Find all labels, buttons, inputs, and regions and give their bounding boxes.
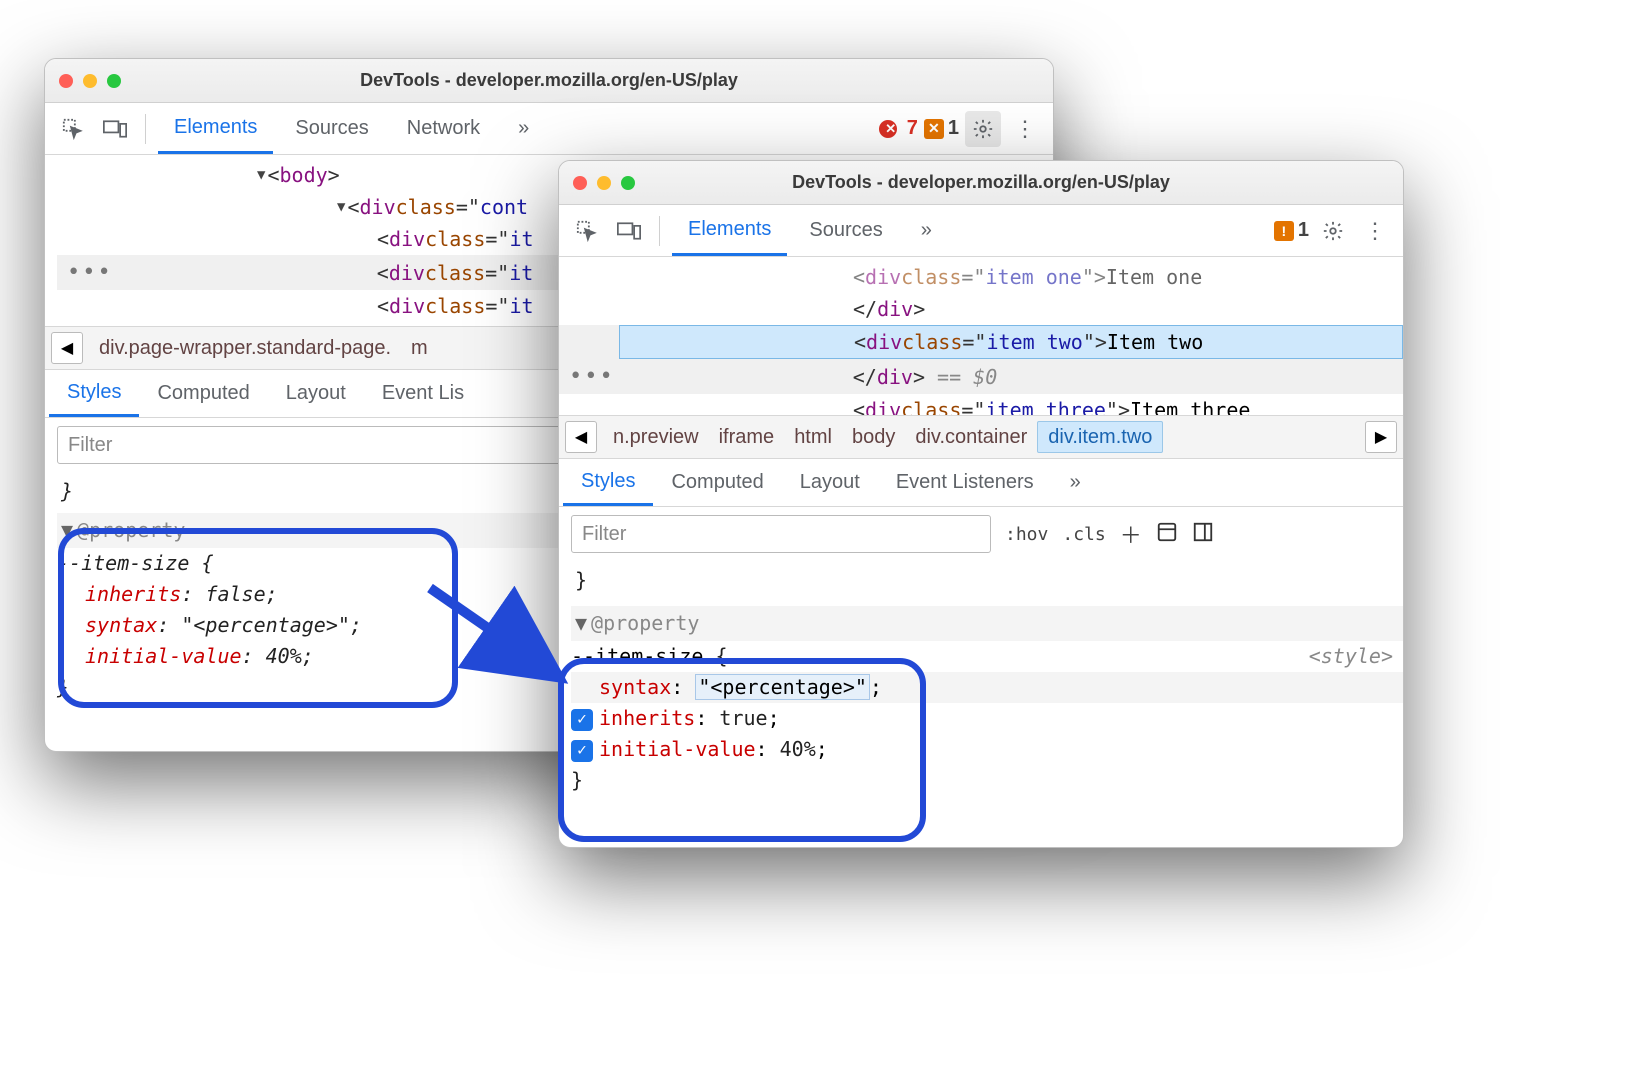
window-title: DevTools - developer.mozilla.org/en-US/p… <box>559 172 1403 193</box>
dom-tree[interactable]: <div class="item one">Item one </div> <d… <box>559 257 1403 415</box>
tabs-overflow[interactable]: » <box>502 105 545 152</box>
devtools-window-2: DevTools - developer.mozilla.org/en-US/p… <box>558 160 1404 848</box>
compute-icon[interactable] <box>1156 521 1178 548</box>
breadcrumb-left-icon[interactable]: ◀ <box>565 421 597 453</box>
styles-pane[interactable]: } ▼@property <style>--item-size { syntax… <box>559 561 1403 806</box>
subtab-layout[interactable]: Layout <box>268 372 364 415</box>
styles-subtabs: Styles Computed Layout Event Listeners » <box>559 459 1403 507</box>
property-name: --item-size <box>57 551 189 575</box>
breadcrumb-right-icon[interactable]: ▶ <box>1365 421 1397 453</box>
subtab-events[interactable]: Event Listeners <box>878 461 1052 504</box>
tab-elements[interactable]: Elements <box>158 104 273 154</box>
kebab-icon[interactable]: ⋮ <box>1357 213 1393 249</box>
checkbox-icon[interactable]: ✓ <box>571 709 593 731</box>
inspect-icon[interactable] <box>569 213 605 249</box>
at-rule: @property <box>77 518 185 542</box>
tab-elements[interactable]: Elements <box>672 206 787 256</box>
filter-bar: :hov .cls ＋ <box>559 507 1403 561</box>
ellipsis-icon[interactable]: ••• <box>559 359 625 394</box>
ellipsis-icon[interactable]: ••• <box>57 255 123 290</box>
at-rule: @property <box>591 611 699 635</box>
device-icon[interactable] <box>611 213 647 249</box>
tab-network[interactable]: Network <box>391 105 496 152</box>
titlebar: DevTools - developer.mozilla.org/en-US/p… <box>559 161 1403 205</box>
warning-badge[interactable]: !1 <box>1274 219 1309 242</box>
filter-input[interactable] <box>571 515 991 553</box>
subtab-computed[interactable]: Computed <box>653 461 781 504</box>
new-rule-icon[interactable]: ＋ <box>1120 518 1142 550</box>
kebab-icon[interactable]: ⋮ <box>1007 111 1043 147</box>
subtabs-overflow[interactable]: » <box>1052 461 1099 504</box>
main-toolbar: Elements Sources » !1 ⋮ <box>559 205 1403 257</box>
subtab-layout[interactable]: Layout <box>782 461 878 504</box>
titlebar: DevTools - developer.mozilla.org/en-US/p… <box>45 59 1053 103</box>
breadcrumb-item[interactable]: div.container <box>905 426 1037 449</box>
error-badge[interactable]: ✕7 <box>879 117 918 140</box>
breadcrumb-item-selected[interactable]: div.item.two <box>1037 421 1163 453</box>
subtab-styles[interactable]: Styles <box>563 460 653 506</box>
breadcrumb-item[interactable]: html <box>784 426 842 449</box>
main-toolbar: Elements Sources Network » ✕7 ✕1 ⋮ <box>45 103 1053 155</box>
settings-icon[interactable] <box>1315 213 1351 249</box>
settings-icon[interactable] <box>965 111 1001 147</box>
breadcrumb-item[interactable]: body <box>842 426 905 449</box>
device-icon[interactable] <box>97 111 133 147</box>
subtab-computed[interactable]: Computed <box>139 372 267 415</box>
breadcrumb-item[interactable]: div.page-wrapper.standard-page. <box>89 337 401 360</box>
checkbox-icon[interactable]: ✓ <box>571 740 593 762</box>
sidebar-icon[interactable] <box>1192 521 1214 548</box>
breadcrumb-item[interactable]: iframe <box>709 426 785 449</box>
tab-sources[interactable]: Sources <box>793 207 898 254</box>
breadcrumb[interactable]: ◀ n.preview iframe html body div.contain… <box>559 415 1403 459</box>
hov-toggle[interactable]: :hov <box>1005 524 1048 545</box>
subtab-events[interactable]: Event Lis <box>364 372 482 415</box>
property-name: --item-size <box>571 644 703 668</box>
tabs-overflow[interactable]: » <box>905 207 948 254</box>
tab-sources[interactable]: Sources <box>279 105 384 152</box>
inspect-icon[interactable] <box>55 111 91 147</box>
breadcrumb-item[interactable]: m <box>401 337 438 360</box>
source-link[interactable]: <style> <box>1309 641 1393 672</box>
subtab-styles[interactable]: Styles <box>49 371 139 417</box>
breadcrumb-item[interactable]: n.preview <box>603 426 709 449</box>
warning-badge[interactable]: ✕1 <box>924 117 959 140</box>
editing-value[interactable]: "<percentage>" <box>695 674 870 700</box>
cls-toggle[interactable]: .cls <box>1062 524 1105 545</box>
breadcrumb-left-icon[interactable]: ◀ <box>51 332 83 364</box>
window-title: DevTools - developer.mozilla.org/en-US/p… <box>45 70 1053 91</box>
